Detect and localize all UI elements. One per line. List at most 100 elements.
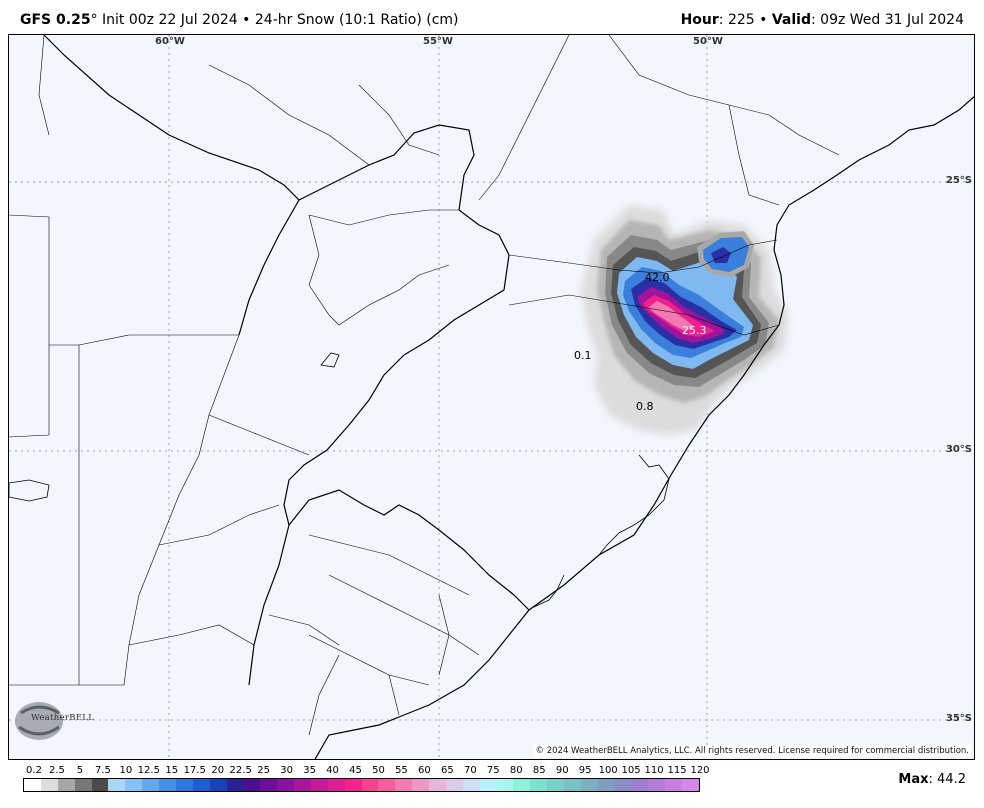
legend-tick-label: 75 — [486, 765, 500, 776]
legend-swatch — [412, 779, 429, 791]
legend-tick-label: 115 — [667, 765, 687, 776]
legend-swatch — [496, 779, 514, 791]
legend-swatch — [564, 779, 581, 791]
lat-label-35s: 35°S — [945, 713, 972, 724]
legend-tick-label: 55 — [395, 765, 408, 776]
legend-swatch — [260, 779, 278, 791]
legend-swatch — [682, 779, 699, 791]
legend-tick-label: 70 — [463, 765, 477, 776]
legend-swatch — [159, 779, 176, 791]
legend-swatch — [125, 779, 143, 791]
legend-tick-label: 40 — [326, 765, 339, 776]
legend-tick-label: 25 — [257, 765, 271, 776]
legend-swatch — [479, 779, 497, 791]
legend-swatch — [327, 779, 345, 791]
legend-tick-label: 110 — [644, 765, 664, 776]
lon-label-60w: 60°W — [155, 36, 185, 47]
legend-swatch — [631, 779, 649, 791]
legend-swatch — [597, 779, 615, 791]
legend-swatch — [344, 779, 362, 791]
legend-tick-label: 7.5 — [94, 765, 111, 776]
legend-swatch — [513, 779, 531, 791]
legend-tick-label: 22.5 — [229, 765, 252, 776]
value-label: 0.8 — [636, 400, 654, 413]
lake — [320, 352, 340, 368]
legend-swatch — [192, 779, 210, 791]
max-value: Max: 44.2 — [898, 772, 966, 787]
lon-label-55w: 55°W — [423, 36, 453, 47]
snow-swath — [581, 205, 789, 435]
land — [9, 35, 974, 759]
lagoon — [598, 454, 670, 556]
snow-map[interactable]: 60°W 55°W 50°W 25°S 30°S 35°S 42.0 25.3 … — [8, 34, 975, 760]
legend-tick-label: 85 — [532, 765, 546, 776]
map-canvas — [9, 35, 974, 759]
lon-label-50w: 50°W — [693, 36, 723, 47]
lat-label-30s: 30°S — [945, 444, 972, 455]
legend-swatch — [175, 779, 193, 791]
coastline — [314, 95, 974, 759]
map-title: GFS 0.25° Init 00z 22 Jul 2024 • 24-hr S… — [20, 12, 459, 28]
legend-tick-label: 35 — [303, 765, 316, 776]
legend-tick-label: 15 — [165, 765, 179, 776]
legend-tick-label: 120 — [690, 765, 710, 776]
legend-swatch — [294, 779, 311, 791]
legend-tick-label: 17.5 — [183, 765, 206, 776]
legend-tick-label: 65 — [441, 765, 454, 776]
legend-tick-label: 60 — [418, 765, 431, 776]
legend-tick-label: 105 — [621, 765, 641, 776]
lagoon-2 — [533, 574, 565, 608]
legend-swatch — [243, 779, 261, 791]
legend-tick-label: 12.5 — [137, 765, 160, 776]
country-borders — [43, 35, 530, 686]
graticule — [9, 35, 974, 759]
lake-2 — [9, 479, 50, 502]
legend-swatch — [665, 779, 683, 791]
copyright-notice: © 2024 WeatherBELL Analytics, LLC. All r… — [533, 745, 971, 757]
legend-swatch — [547, 779, 564, 791]
legend-tick-label: 45 — [349, 765, 362, 776]
value-label-max: 42.0 — [645, 271, 670, 284]
logo-swirl-icon — [15, 702, 63, 740]
weatherbell-logo: WeatherBELL — [13, 699, 94, 743]
legend-swatch — [429, 779, 446, 791]
legend-swatch — [209, 779, 227, 791]
legend-tick-label: 50 — [372, 765, 385, 776]
legend-swatch — [91, 779, 109, 791]
legend-swatch — [530, 779, 548, 791]
legend-tick-label: 0.2 — [26, 765, 42, 776]
legend-tick-label: 80 — [509, 765, 523, 776]
legend-swatch — [74, 779, 92, 791]
legend-swatch — [580, 779, 598, 791]
legend-swatch — [226, 779, 244, 791]
legend-swatch — [142, 779, 159, 791]
legend-swatch — [57, 779, 75, 791]
legend-swatch — [614, 779, 632, 791]
legend-swatch — [108, 779, 126, 791]
legend-swatch — [310, 779, 328, 791]
legend-tick-label: 20 — [211, 765, 225, 776]
legend-swatch — [462, 779, 480, 791]
legend-tick-label: 100 — [598, 765, 618, 776]
legend-swatch — [648, 779, 666, 791]
legend-tick-label: 90 — [555, 765, 569, 776]
legend-swatch — [24, 779, 41, 791]
legend-swatch — [40, 779, 58, 791]
value-label: 25.3 — [682, 324, 707, 337]
legend-swatch — [277, 779, 294, 791]
legend-tick-label: 2.5 — [49, 765, 65, 776]
value-label: 0.1 — [574, 349, 592, 362]
lat-label-25s: 25°S — [945, 175, 972, 186]
legend-swatch — [445, 779, 463, 791]
legend-tick-label: 95 — [578, 765, 592, 776]
legend-swatch — [395, 779, 413, 791]
legend-tick-label: 5 — [76, 765, 84, 776]
legend-swatch — [378, 779, 396, 791]
state-borders — [9, 35, 840, 736]
legend-swatch — [361, 779, 379, 791]
legend-tick-label: 10 — [119, 765, 133, 776]
valid-time: Hour: 225 • Valid: 09z Wed 31 Jul 2024 — [680, 12, 964, 28]
legend-ticks: 0.2 2.5 5 7.5 10 12.5 15 17.5 20 22.5 25 30 35 40 45 50… — [23, 765, 710, 777]
color-legend — [23, 778, 700, 792]
legend-tick-label: 30 — [280, 765, 293, 776]
